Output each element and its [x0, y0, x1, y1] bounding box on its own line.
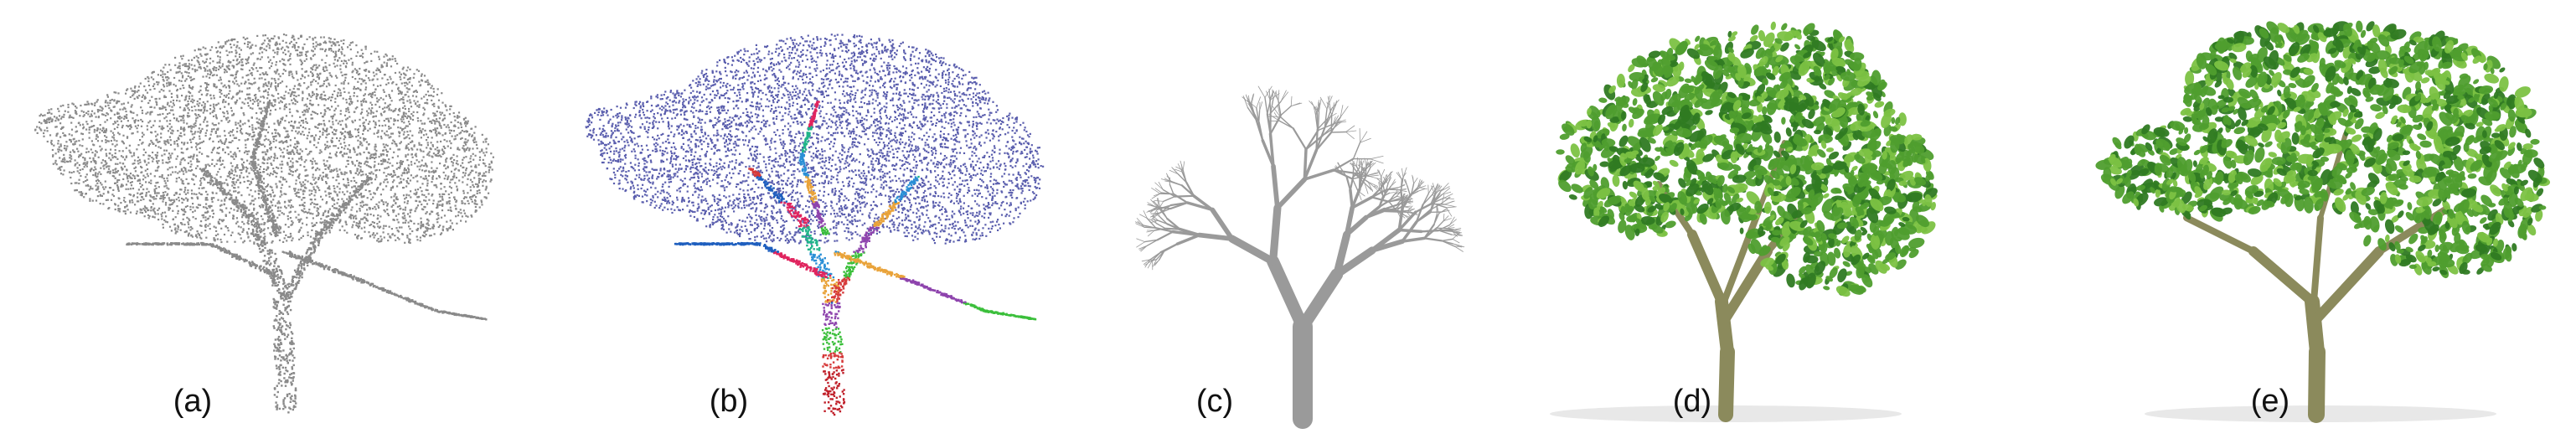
panel-e: (e) — [2044, 0, 2576, 444]
bark-branches — [2183, 132, 2450, 423]
point-group — [585, 34, 1045, 245]
point-group — [34, 34, 494, 245]
point-cloud-grey — [34, 34, 494, 414]
panel-b: (b) — [536, 0, 1072, 444]
branch-skeleton — [1134, 85, 1465, 429]
point-cloud-segmented — [585, 34, 1045, 416]
foliage — [1556, 21, 1938, 297]
tree-render-e — [2095, 20, 2551, 423]
panel-a: (a) — [0, 0, 536, 444]
panel-d: (d) — [1533, 0, 2052, 444]
caption-d: (d) — [1672, 384, 1712, 419]
caption-e: (e) — [2250, 384, 2290, 419]
foliage — [2095, 20, 2551, 279]
caption-a: (a) — [173, 384, 213, 419]
branch-points — [674, 101, 1037, 416]
tree-render-d — [1550, 21, 1938, 422]
caption-b: (b) — [709, 384, 749, 419]
panel-c: (c) — [1072, 0, 1558, 444]
skeleton-branches — [1134, 85, 1465, 429]
branch-points — [126, 101, 488, 414]
caption-c: (c) — [1195, 384, 1234, 419]
